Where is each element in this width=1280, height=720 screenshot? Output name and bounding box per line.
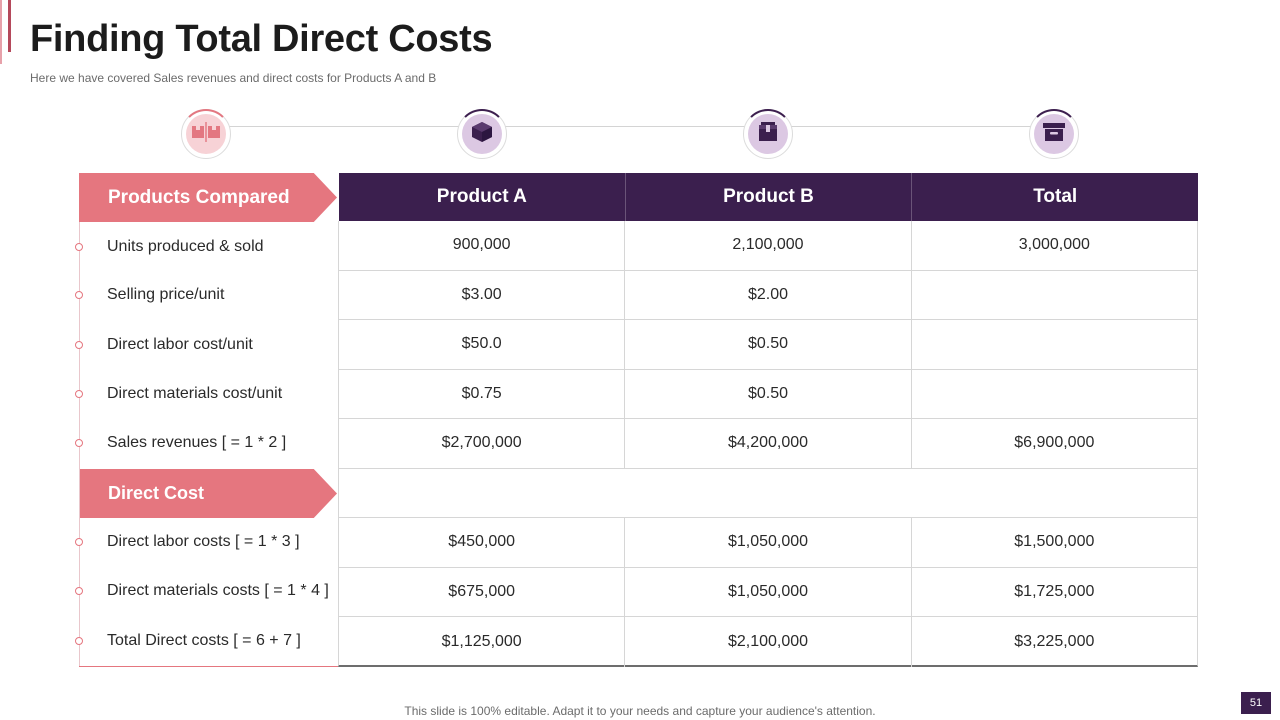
table-cell: $675,000 (339, 567, 626, 616)
table-cell: $1,725,000 (1014, 582, 1095, 600)
table-row: $1,125,000 $2,100,000 $3,225,000 (339, 617, 1197, 667)
table-cell: $2,700,000 (339, 419, 626, 468)
table-cell: $50.0 (339, 320, 626, 369)
page-subtitle: Here we have covered Sales revenues and … (30, 71, 437, 85)
page-number: 51 (1241, 692, 1271, 714)
table-row: $675,000 $1,050,000 $1,725,000 (339, 567, 1197, 617)
table-row-spacer (339, 469, 1197, 518)
table-row: $3.00 $2.00 (339, 270, 1197, 320)
row-label-labor-cost-unit: Direct labor cost/unit (75, 320, 338, 369)
section-label-direct-cost: Direct Cost (79, 469, 337, 518)
table-row: 900,000 2,100,000 3,000,000 (339, 221, 1197, 271)
table-cell: $0.75 (339, 369, 626, 418)
section-label-text: Direct Cost (108, 483, 205, 503)
footer-note: This slide is 100% editable. Adapt it to… (404, 704, 876, 718)
accent-bar-light (0, 0, 2, 64)
table-cell: $450,000 (339, 518, 626, 567)
table-row: $2,700,000 $4,200,000 $6,900,000 (339, 419, 1197, 469)
table-cell (912, 320, 1197, 369)
table-cell: 3,000,000 (1018, 236, 1090, 254)
archive-node (1029, 109, 1079, 159)
table-cell: $1,050,000 (625, 518, 912, 567)
table-cell: $1,500,000 (1014, 533, 1095, 551)
section-label-products-compared: Products Compared (79, 173, 337, 222)
table-cell: 2,100,000 (625, 221, 912, 270)
table-cell: $3,225,000 (1014, 632, 1095, 650)
section-label-text: Products Compared (108, 186, 290, 208)
row-label-sales-revenues: Sales revenues [ = 1 * 2 ] (75, 418, 338, 467)
accent-bar (8, 0, 11, 52)
table-cell (912, 370, 1197, 419)
table-row: $50.0 $0.50 (339, 320, 1197, 370)
row-label-labor-costs: Direct labor costs [ = 1 * 3 ] (75, 517, 338, 566)
row-label-materials-costs: Direct materials costs [ = 1 * 4 ] (75, 566, 338, 615)
data-table: 900,000 2,100,000 3,000,000 $3.00 $2.00 … (338, 221, 1198, 667)
table-cell: $3.00 (339, 270, 626, 319)
boxes-node (181, 109, 231, 159)
table-cell: $1,050,000 (625, 567, 912, 616)
table-cell: $4,200,000 (625, 419, 912, 468)
row-label-total-direct-costs: Total Direct costs [ = 6 + 7 ] (75, 616, 338, 665)
table-cell (912, 271, 1197, 320)
left-bottom-rule (79, 666, 338, 667)
page-title: Finding Total Direct Costs (30, 18, 493, 60)
table-row: $0.75 $0.50 (339, 369, 1197, 419)
table-cell: $2,100,000 (625, 617, 912, 667)
table-cell: $6,900,000 (1014, 434, 1095, 452)
row-label-selling-price: Selling price/unit (75, 270, 338, 319)
header-product-b: Product B (626, 173, 913, 221)
row-label-units: Units produced & sold (75, 222, 338, 271)
header-total: Total (1033, 186, 1078, 207)
cube-node (457, 109, 507, 159)
table-row: $450,000 $1,050,000 $1,500,000 (339, 518, 1197, 568)
timeline-connector (206, 126, 1054, 127)
package-node (743, 109, 793, 159)
table-cell: $1,125,000 (339, 617, 626, 667)
table-cell: 900,000 (339, 221, 626, 270)
table-cell: $0.50 (625, 369, 912, 418)
header-product-a: Product A (339, 173, 626, 221)
row-label-materials-cost-unit: Direct materials cost/unit (75, 369, 338, 418)
table-cell: $0.50 (625, 320, 912, 369)
table-header: Product A Product B Total (339, 173, 1198, 221)
table-cell: $2.00 (625, 270, 912, 319)
